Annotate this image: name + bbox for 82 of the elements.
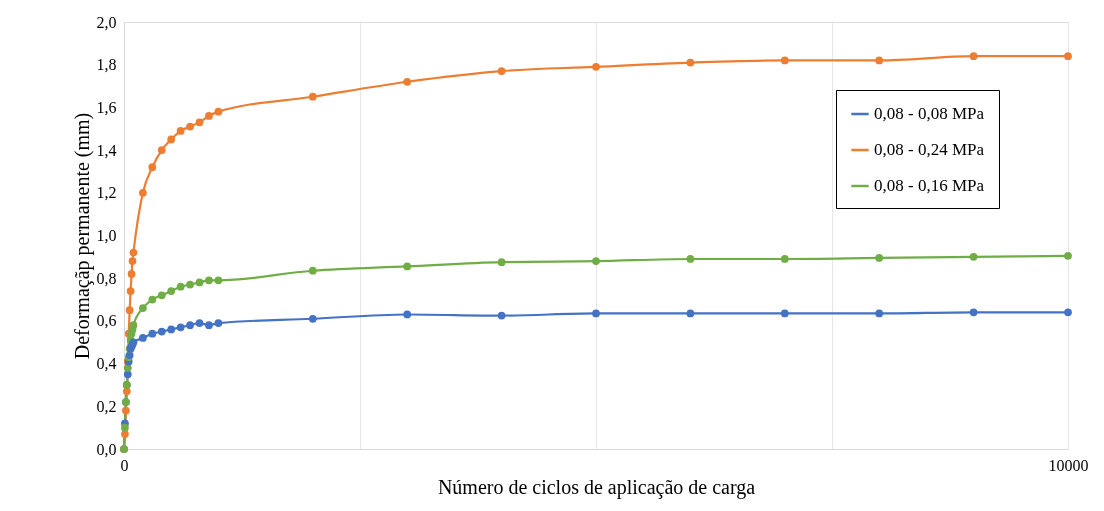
point <box>780 309 789 318</box>
point <box>875 309 884 318</box>
point <box>497 258 506 267</box>
y-tick-label: 1,6 <box>96 98 117 116</box>
point <box>592 309 600 318</box>
point <box>126 287 135 295</box>
point <box>148 329 157 338</box>
point <box>686 255 695 263</box>
point <box>125 306 134 315</box>
point <box>176 323 185 332</box>
y-tick-label: 0,2 <box>96 397 117 415</box>
point <box>205 276 213 285</box>
point <box>214 276 223 285</box>
point <box>148 163 157 172</box>
point <box>129 321 138 330</box>
point <box>403 310 412 319</box>
point <box>686 309 695 318</box>
point <box>195 118 204 127</box>
point <box>497 311 506 320</box>
point <box>875 254 884 262</box>
legend-label: 0,08 - 0,08 MPa <box>874 104 985 123</box>
point <box>497 67 506 75</box>
point <box>167 287 176 295</box>
point <box>167 135 176 144</box>
point <box>139 334 147 342</box>
point <box>167 325 176 334</box>
point <box>875 56 884 65</box>
legend-label: 0,08 - 0,24 MPa <box>874 140 985 159</box>
y-tick-label: 1,4 <box>96 141 117 159</box>
point <box>403 262 412 271</box>
y-tick-label: 0,4 <box>96 355 117 373</box>
y-tick-label: 0,0 <box>96 440 117 458</box>
point <box>308 266 317 275</box>
point <box>205 321 213 330</box>
point <box>157 327 166 336</box>
point <box>780 56 789 65</box>
point <box>186 122 194 131</box>
point <box>686 58 695 67</box>
point <box>128 257 137 265</box>
point <box>176 127 185 135</box>
y-tick-label: 0,8 <box>96 269 117 287</box>
point <box>780 255 789 263</box>
point <box>123 364 132 372</box>
point <box>1064 308 1072 317</box>
point <box>214 107 223 116</box>
point <box>186 321 194 330</box>
point <box>139 304 147 312</box>
point <box>121 430 129 438</box>
y-tick-label: 1,8 <box>96 56 117 74</box>
point <box>592 257 600 265</box>
y-tick-label: 2,0 <box>96 13 117 31</box>
point <box>205 112 213 120</box>
x-tick-label: 0 <box>120 456 129 474</box>
point <box>969 252 978 261</box>
point <box>139 188 147 197</box>
y-axis-title: Deformaçãp permanente (mm) <box>70 112 94 360</box>
point <box>403 77 412 86</box>
point <box>592 62 600 71</box>
legend-label: 0,08 - 0,16 MPa <box>874 176 985 195</box>
point <box>969 308 978 317</box>
point <box>308 92 317 101</box>
point <box>1064 251 1072 260</box>
point <box>195 278 204 287</box>
point <box>1064 52 1072 61</box>
point <box>127 270 136 278</box>
point <box>157 291 166 300</box>
x-tick-label: 10000 <box>1048 456 1089 474</box>
point <box>214 319 223 327</box>
point <box>121 423 129 432</box>
x-axis-title: Número de ciclos de aplicação de carga <box>437 475 756 499</box>
y-tick-label: 1,0 <box>96 227 117 244</box>
point <box>195 319 204 327</box>
y-tick-label: 1,2 <box>96 184 117 202</box>
point <box>969 52 978 61</box>
point <box>148 295 157 304</box>
point <box>186 280 194 289</box>
y-tick-label: 0,6 <box>96 312 117 330</box>
point <box>122 406 130 415</box>
point <box>129 248 138 257</box>
point <box>308 314 317 323</box>
point <box>176 282 185 291</box>
point <box>157 146 166 154</box>
